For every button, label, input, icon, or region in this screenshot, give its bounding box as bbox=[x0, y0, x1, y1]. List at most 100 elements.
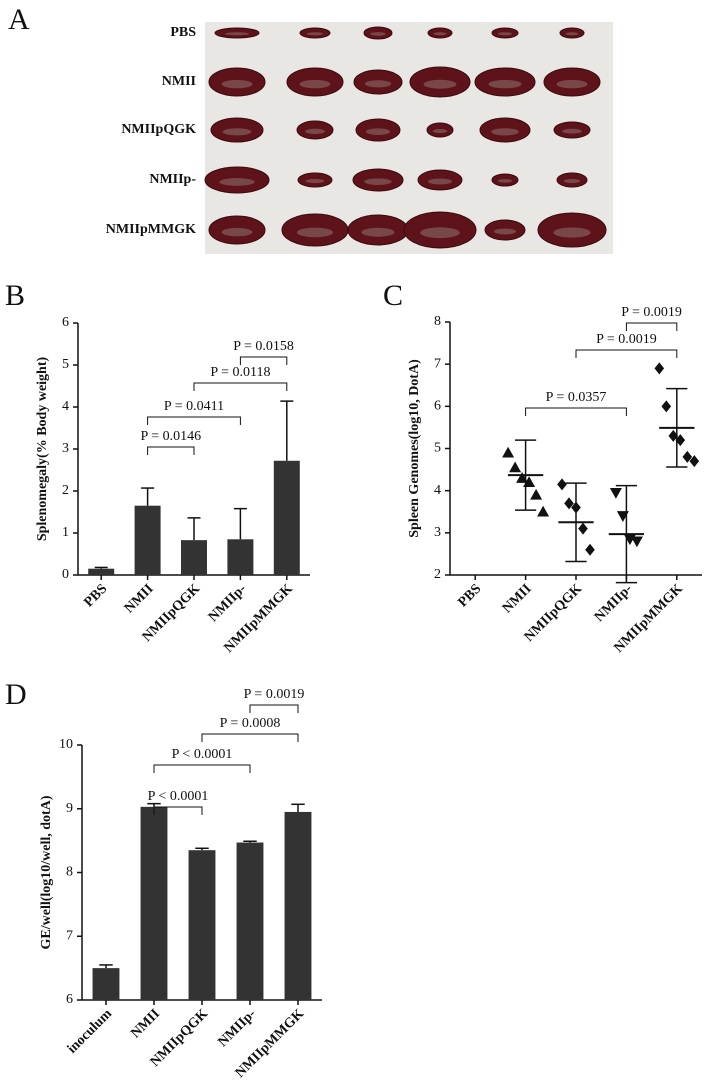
data-point bbox=[564, 497, 574, 510]
photo-background bbox=[205, 22, 613, 254]
y-tick-label: 6 bbox=[62, 315, 69, 330]
data-point bbox=[609, 487, 622, 499]
bar bbox=[140, 806, 168, 1000]
x-tick-label: PBS bbox=[456, 581, 485, 610]
spleen-highlight bbox=[565, 32, 579, 36]
significance-label: P < 0.0001 bbox=[148, 789, 209, 804]
significance-bracket bbox=[625, 322, 678, 331]
spleen-highlight bbox=[305, 178, 325, 184]
significance-bracket bbox=[153, 764, 251, 773]
x-tick-label: NMII bbox=[500, 581, 535, 616]
y-tick-label: 1 bbox=[62, 525, 69, 540]
significance-label: P = 0.0411 bbox=[164, 399, 224, 414]
spleen-highlight bbox=[433, 32, 447, 36]
bar bbox=[88, 568, 115, 575]
y-tick-label: 5 bbox=[62, 357, 69, 372]
bar bbox=[181, 540, 207, 575]
data-point bbox=[689, 455, 700, 468]
spleen-highlight bbox=[305, 128, 325, 135]
spleen-highlight bbox=[365, 128, 391, 135]
spleen-highlight bbox=[221, 227, 253, 237]
significance-bracket bbox=[193, 382, 288, 391]
spleen-highlight bbox=[221, 79, 253, 89]
y-axis-label: GE/well(log10/well, dotA) bbox=[39, 795, 54, 949]
significance-label: P = 0.0146 bbox=[140, 429, 201, 444]
spleen-highlight bbox=[364, 80, 392, 88]
significance-bracket bbox=[249, 704, 299, 713]
bar bbox=[92, 968, 120, 1000]
y-tick-label: 8 bbox=[434, 314, 441, 329]
y-tick-label: 3 bbox=[62, 441, 69, 456]
spleen-highlight bbox=[427, 178, 453, 185]
data-point bbox=[502, 446, 515, 458]
significance-label: P = 0.0019 bbox=[621, 305, 682, 320]
significance-bracket bbox=[575, 349, 678, 358]
x-tick-label: inoculum bbox=[65, 1006, 115, 1056]
significance-bracket bbox=[201, 733, 299, 742]
y-tick-label: 6 bbox=[66, 992, 73, 1007]
y-tick-label: 10 bbox=[59, 737, 73, 752]
significance-label: P = 0.0019 bbox=[244, 687, 305, 702]
bar bbox=[188, 850, 216, 1000]
spleen-highlight bbox=[361, 227, 395, 237]
spleen-highlight bbox=[219, 178, 255, 186]
panel-label: A bbox=[8, 3, 30, 36]
y-axis-label: Splenomegaly(% Body weight) bbox=[35, 356, 50, 541]
data-point bbox=[630, 536, 643, 548]
spleen-photo bbox=[204, 26, 607, 249]
bar bbox=[236, 842, 264, 1000]
y-tick-label: 9 bbox=[66, 801, 73, 816]
y-tick-label: 4 bbox=[434, 483, 441, 498]
spleen-highlight bbox=[497, 179, 513, 183]
data-point bbox=[682, 450, 693, 463]
panel-label: B bbox=[5, 279, 25, 312]
significance-bracket bbox=[239, 356, 288, 365]
y-tick-label: 0 bbox=[62, 567, 69, 582]
y-tick-label: 6 bbox=[434, 399, 441, 414]
spleen-highlight bbox=[488, 79, 522, 89]
significance-bracket bbox=[525, 407, 627, 416]
data-point bbox=[661, 400, 672, 413]
panel-label: D bbox=[5, 678, 27, 711]
row-label: NMIIp- bbox=[149, 172, 196, 187]
data-point bbox=[668, 429, 679, 442]
spleen-highlight bbox=[491, 128, 519, 136]
spleen-highlight bbox=[306, 32, 324, 36]
spleen-highlight bbox=[364, 178, 392, 185]
spleen-highlight bbox=[370, 32, 386, 36]
significance-bracket bbox=[153, 806, 203, 815]
significance-label: P = 0.0008 bbox=[220, 716, 281, 731]
data-point bbox=[675, 434, 686, 447]
x-tick-label: NMII bbox=[122, 581, 157, 616]
row-label: NMII bbox=[162, 74, 196, 89]
y-tick-label: 4 bbox=[62, 399, 69, 414]
spleen-highlight bbox=[497, 32, 513, 36]
significance-label: P = 0.0019 bbox=[596, 332, 657, 347]
spleen-highlight bbox=[420, 227, 460, 239]
data-point bbox=[509, 461, 522, 473]
significance-label: P < 0.0001 bbox=[172, 747, 233, 762]
significance-label: P = 0.0158 bbox=[233, 339, 294, 354]
x-tick-label: NMII bbox=[128, 1006, 163, 1041]
significance-label: P = 0.0357 bbox=[546, 390, 607, 405]
y-tick-label: 3 bbox=[434, 525, 441, 540]
significance-bracket bbox=[147, 446, 195, 455]
y-axis-label: Spleen Genomes(log10, DotA) bbox=[407, 359, 422, 538]
data-point bbox=[654, 362, 665, 375]
y-tick-label: 2 bbox=[434, 567, 441, 582]
spleen-highlight bbox=[494, 228, 516, 235]
x-tick-label: PBS bbox=[82, 581, 111, 610]
row-label: NMIIpQGK bbox=[121, 122, 196, 137]
y-tick-label: 2 bbox=[62, 483, 69, 498]
spleen-highlight bbox=[432, 128, 448, 134]
x-tick-label: NMIIp- bbox=[215, 1006, 259, 1050]
bar bbox=[134, 505, 161, 575]
bar bbox=[227, 539, 254, 575]
spleen-highlight bbox=[222, 128, 252, 136]
y-tick-label: 7 bbox=[434, 356, 441, 371]
bar bbox=[273, 460, 300, 575]
data-point bbox=[537, 505, 550, 517]
spleen-highlight bbox=[553, 227, 591, 238]
spleen-highlight bbox=[423, 79, 457, 89]
row-label: NMIIpMMGK bbox=[106, 222, 196, 237]
